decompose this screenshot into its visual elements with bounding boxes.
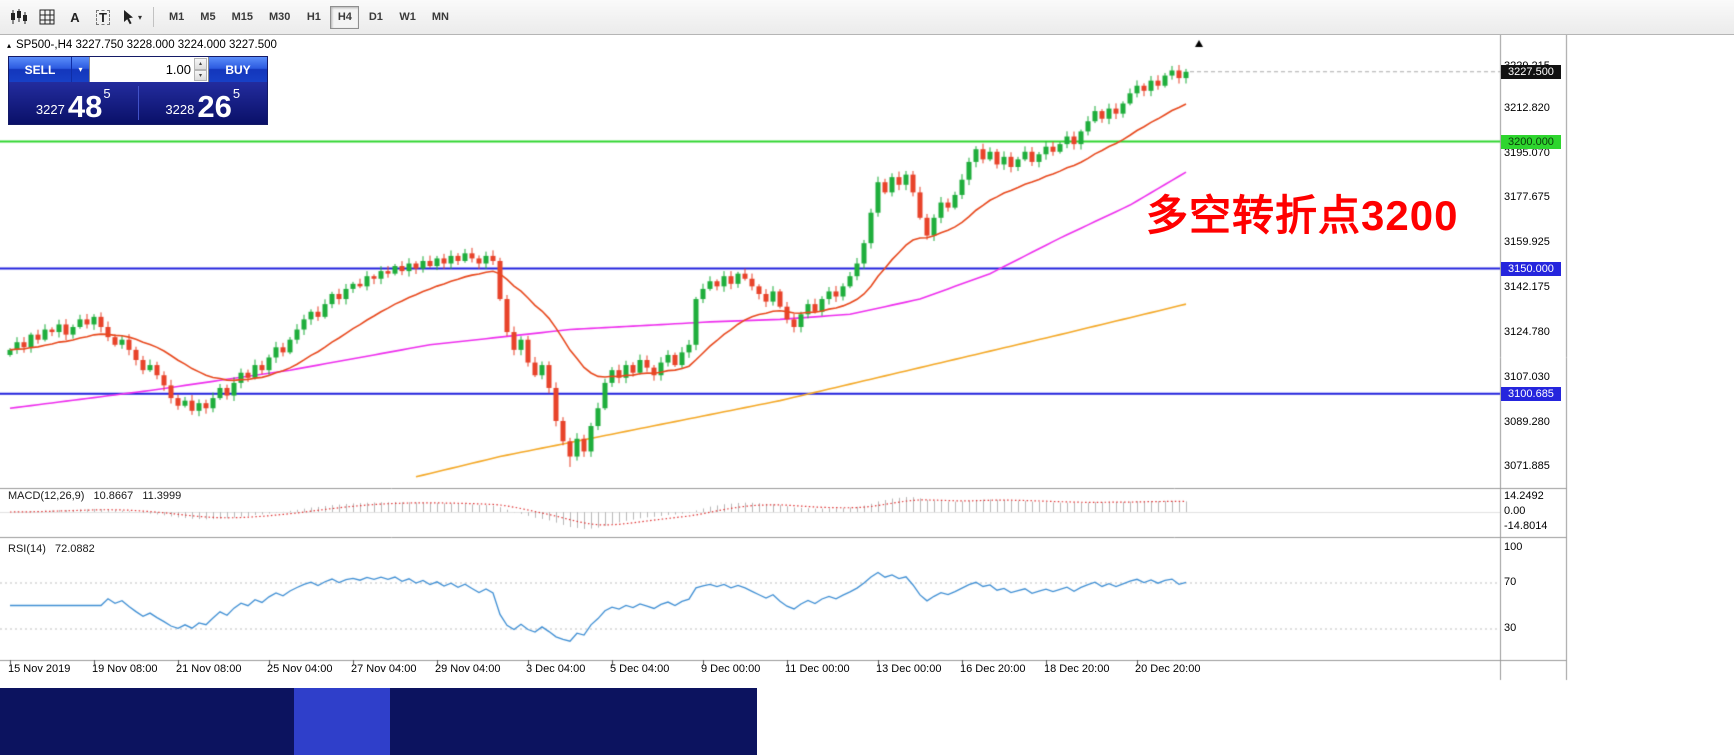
text-tool-button[interactable]: A [62,4,88,30]
quote-divider [137,86,139,120]
indicator-grid-button[interactable] [34,4,60,30]
timeframe-m1-button[interactable]: M1 [162,6,191,29]
bid-pip-digit: 5 [103,86,111,101]
chevron-down-icon: ▾ [138,12,143,22]
bid-big-digits: 48 [67,88,103,124]
chart-annotation: 多空转折点3200 [1146,192,1459,239]
chart-symbol-header: ▴ SP500-,H4 3227.750 3228.000 3224.000 3… [7,39,277,51]
volume-increase-button[interactable]: ▴ [194,58,207,70]
volume-input[interactable] [90,57,208,82]
ask-pip-digit: 5 [232,86,241,101]
trade-panel-controls: SELL ▾ ▴ ▾ BUY [9,57,267,82]
macd-name: MACD(12,26,9) [8,490,85,502]
toolbar: A T ▾ M1 M5 M15 M30 H1 H4 D1 W1 MN [0,0,1734,35]
bid-ask-quotes: 3227 48 5 3228 26 5 [9,82,267,124]
rsi-value: 72.0882 [54,543,95,555]
volume-box: ▴ ▾ [89,57,209,82]
sell-button[interactable]: SELL [9,57,71,82]
one-click-trade-panel: SELL ▾ ▴ ▾ BUY 3227 48 5 3228 26 5 [8,56,268,125]
symbol-ohlc-text: SP500-,H4 3227.750 3228.000 3224.000 322… [16,39,277,51]
timeframe-m5-button[interactable]: M5 [193,6,222,29]
ask-big-digits: 26 [197,88,232,124]
buy-button[interactable]: BUY [209,57,267,82]
rsi-name: RSI(14) [8,543,46,555]
rsi-indicator-label: RSI(14) 72.0882 [8,543,95,555]
bid-prefix: 3227 [35,102,65,117]
timeframe-h4-button[interactable]: H4 [330,5,360,29]
taskbar[interactable] [0,688,757,755]
timeframe-d1-button[interactable]: D1 [361,6,390,29]
macd-signal-value: 11.3999 [142,490,182,502]
timeframe-m15-button[interactable]: M15 [225,6,260,29]
sell-options-caret[interactable]: ▾ [71,57,89,82]
bid-quote[interactable]: 3227 48 5 [9,82,138,124]
macd-indicator-label: MACD(12,26,9) 10.8667 11.3999 [8,490,181,502]
ask-quote[interactable]: 3228 26 5 [139,82,268,124]
grid-icon [39,9,55,25]
volume-stepper: ▴ ▾ [194,58,207,81]
text-label-button[interactable]: T [90,4,116,30]
taskbar-active-item[interactable] [294,688,390,755]
toolbar-separator [153,7,155,27]
price-chart[interactable] [0,35,1734,755]
candlestick-chart-icon [11,9,27,24]
chart-marker-icon: ▴ [7,40,12,50]
cursor-icon [124,10,133,25]
timeframe-h1-button[interactable]: H1 [299,6,328,29]
chart-type-button[interactable] [6,4,32,30]
timeframe-mn-button[interactable]: MN [425,6,456,29]
timeframe-m30-button[interactable]: M30 [262,6,297,29]
text-label-icon: T [96,9,110,25]
letter-a-icon: A [70,9,80,25]
ask-prefix: 3228 [165,102,195,117]
cursor-tool-button[interactable]: ▾ [118,4,145,30]
timeframe-w1-button[interactable]: W1 [392,6,423,29]
macd-main-value: 10.8667 [93,490,134,502]
volume-decrease-button[interactable]: ▾ [194,69,207,81]
